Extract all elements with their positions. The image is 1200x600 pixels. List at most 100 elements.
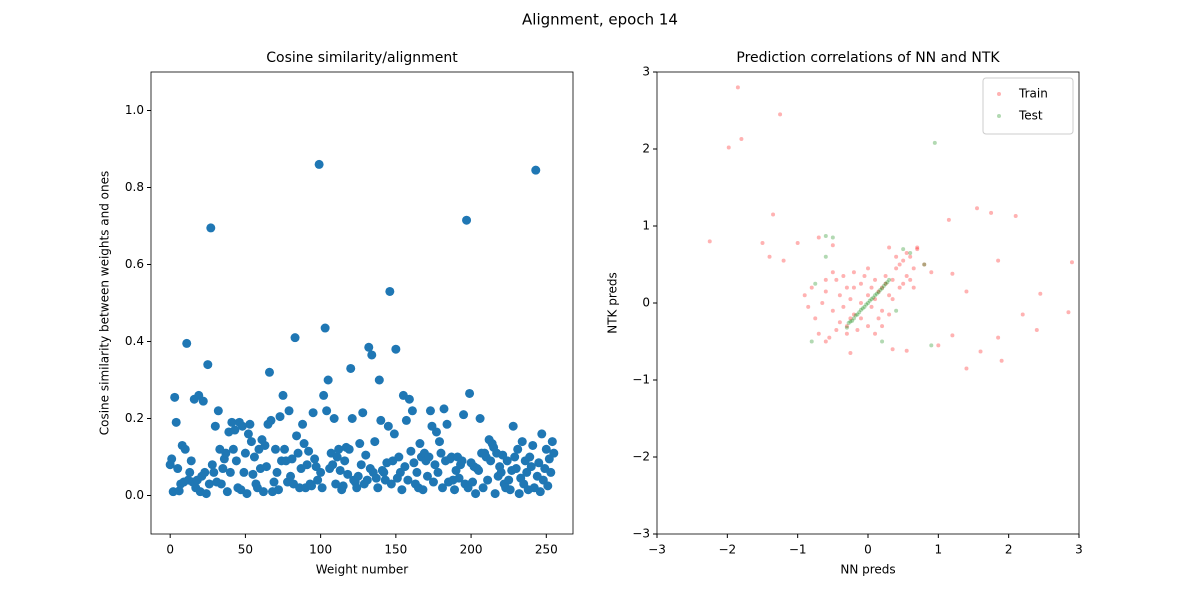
point bbox=[844, 325, 849, 330]
point bbox=[167, 454, 177, 464]
point bbox=[760, 240, 765, 245]
point bbox=[996, 335, 1001, 340]
point bbox=[844, 285, 849, 290]
point bbox=[866, 266, 870, 271]
point bbox=[823, 234, 828, 239]
point bbox=[999, 358, 1004, 363]
point bbox=[323, 375, 333, 385]
point bbox=[180, 444, 190, 454]
point bbox=[823, 339, 828, 344]
point bbox=[915, 245, 920, 250]
point bbox=[537, 429, 547, 439]
point bbox=[216, 479, 226, 489]
point bbox=[227, 417, 237, 427]
x-tick-label: 150 bbox=[384, 543, 407, 557]
point bbox=[922, 262, 927, 267]
point bbox=[352, 483, 362, 493]
point bbox=[249, 452, 259, 462]
x-tick-label: 3 bbox=[1075, 543, 1083, 557]
point bbox=[846, 321, 851, 326]
plot-area bbox=[165, 159, 559, 499]
legend-label: Train bbox=[1018, 87, 1048, 101]
point bbox=[535, 487, 545, 497]
point bbox=[830, 270, 835, 275]
point bbox=[442, 419, 452, 429]
point bbox=[228, 444, 238, 454]
point bbox=[454, 473, 464, 483]
point bbox=[989, 210, 994, 215]
point bbox=[409, 458, 419, 468]
point bbox=[284, 406, 294, 416]
point bbox=[237, 421, 247, 431]
point bbox=[549, 448, 559, 458]
point bbox=[457, 456, 467, 466]
point bbox=[204, 479, 214, 489]
point bbox=[316, 467, 326, 477]
point bbox=[406, 446, 416, 456]
point bbox=[546, 467, 556, 477]
point bbox=[946, 217, 951, 222]
point bbox=[465, 388, 475, 398]
point bbox=[468, 477, 478, 487]
point bbox=[929, 343, 934, 348]
legend-marker bbox=[997, 114, 1001, 118]
point bbox=[876, 316, 881, 321]
point bbox=[248, 469, 258, 479]
point bbox=[334, 444, 344, 454]
point bbox=[475, 414, 485, 423]
point bbox=[287, 454, 297, 464]
point bbox=[319, 390, 329, 400]
point bbox=[391, 344, 401, 354]
point bbox=[526, 462, 536, 472]
point bbox=[517, 437, 527, 447]
point bbox=[901, 247, 906, 252]
point bbox=[858, 316, 863, 321]
point bbox=[830, 243, 835, 248]
point bbox=[332, 452, 342, 462]
point bbox=[996, 258, 1001, 263]
point bbox=[887, 293, 892, 298]
point bbox=[240, 448, 250, 458]
legend-box bbox=[982, 77, 1074, 135]
x-tick-label: 250 bbox=[535, 543, 558, 557]
point bbox=[376, 415, 386, 425]
x-tick-label: 2 bbox=[1005, 543, 1013, 557]
point bbox=[201, 489, 211, 499]
point bbox=[436, 448, 446, 458]
point bbox=[418, 485, 428, 495]
point bbox=[887, 277, 892, 282]
point bbox=[848, 297, 853, 302]
point bbox=[200, 467, 210, 477]
point bbox=[397, 485, 407, 495]
point bbox=[857, 310, 862, 315]
point bbox=[873, 293, 878, 298]
point bbox=[412, 467, 422, 477]
point bbox=[207, 460, 217, 470]
point bbox=[415, 439, 425, 449]
point bbox=[878, 287, 883, 292]
y-axis-label: Cosine similarity between weights and on… bbox=[98, 171, 112, 436]
point bbox=[866, 293, 870, 298]
y-tick-label: 1 bbox=[642, 219, 650, 233]
point bbox=[739, 136, 744, 141]
y-axis-label: NTK preds bbox=[606, 272, 620, 334]
y-tick-label: 1.0 bbox=[125, 103, 144, 117]
point bbox=[894, 266, 899, 271]
point bbox=[424, 452, 434, 462]
point bbox=[883, 274, 888, 279]
point bbox=[778, 112, 783, 117]
point bbox=[439, 404, 449, 414]
point bbox=[335, 465, 345, 475]
point bbox=[401, 415, 411, 425]
point bbox=[858, 301, 863, 305]
point bbox=[347, 414, 357, 423]
point bbox=[308, 408, 318, 418]
point bbox=[1038, 291, 1043, 296]
point bbox=[385, 286, 395, 296]
point bbox=[841, 304, 846, 309]
point bbox=[837, 293, 842, 298]
point bbox=[897, 262, 902, 267]
point bbox=[213, 406, 223, 416]
point bbox=[726, 145, 731, 150]
point bbox=[929, 270, 934, 275]
